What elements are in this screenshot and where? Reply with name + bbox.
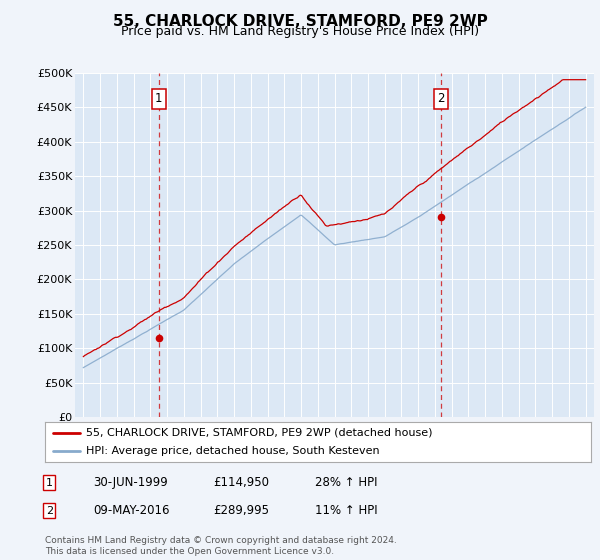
Text: 2: 2 (46, 506, 53, 516)
Text: Price paid vs. HM Land Registry's House Price Index (HPI): Price paid vs. HM Land Registry's House … (121, 25, 479, 38)
Text: HPI: Average price, detached house, South Kesteven: HPI: Average price, detached house, Sout… (86, 446, 380, 456)
Text: 1: 1 (46, 478, 53, 488)
Text: £114,950: £114,950 (213, 476, 269, 489)
Text: 1: 1 (155, 92, 163, 105)
Text: £289,995: £289,995 (213, 504, 269, 517)
Text: 55, CHARLOCK DRIVE, STAMFORD, PE9 2WP: 55, CHARLOCK DRIVE, STAMFORD, PE9 2WP (113, 14, 487, 29)
Text: 28% ↑ HPI: 28% ↑ HPI (315, 476, 377, 489)
Text: Contains HM Land Registry data © Crown copyright and database right 2024.
This d: Contains HM Land Registry data © Crown c… (45, 536, 397, 556)
Text: 11% ↑ HPI: 11% ↑ HPI (315, 504, 377, 517)
Text: 30-JUN-1999: 30-JUN-1999 (93, 476, 168, 489)
Text: 55, CHARLOCK DRIVE, STAMFORD, PE9 2WP (detached house): 55, CHARLOCK DRIVE, STAMFORD, PE9 2WP (d… (86, 428, 433, 437)
Text: 2: 2 (437, 92, 445, 105)
Text: 09-MAY-2016: 09-MAY-2016 (93, 504, 170, 517)
